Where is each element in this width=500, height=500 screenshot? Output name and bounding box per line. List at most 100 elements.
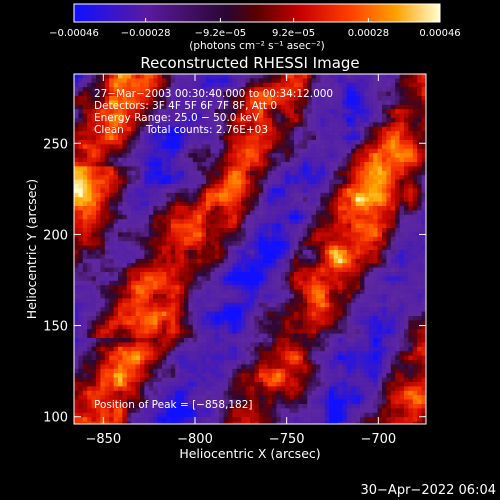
heatmap-cell: [188, 316, 194, 321]
heatmap-cell: [78, 307, 84, 312]
heatmap-cell: [351, 307, 356, 312]
heatmap-cell: [373, 184, 378, 189]
heatmap-cell: [153, 316, 158, 321]
heatmap-cell: [276, 104, 282, 110]
heatmap-cell: [214, 157, 220, 163]
heatmap-cell: [382, 267, 387, 273]
heatmap-cell: [382, 316, 387, 321]
heatmap-cell: [228, 157, 233, 163]
heatmap-cell: [184, 157, 189, 163]
heatmap-cell: [285, 78, 290, 84]
heatmap-cell: [351, 113, 356, 119]
heatmap-cell: [320, 179, 326, 185]
heatmap-cell: [263, 236, 268, 242]
heatmap-cell: [175, 223, 180, 229]
heatmap-cell: [329, 140, 334, 145]
heatmap-cell: [109, 188, 114, 194]
heatmap-cell: [140, 113, 145, 119]
heatmap-cell: [162, 78, 167, 84]
heatmap-cell: [311, 232, 317, 238]
heatmap-cell: [355, 276, 361, 282]
heatmap-cell: [219, 113, 224, 119]
heatmap-cell: [307, 157, 312, 163]
heatmap-cell: [179, 272, 185, 277]
heatmap-cell: [87, 91, 92, 97]
heatmap-cell: [210, 118, 216, 123]
heatmap-cell: [311, 157, 317, 163]
heatmap-cell: [135, 294, 141, 299]
heatmap-cell: [373, 338, 378, 343]
heatmap-cell: [144, 144, 150, 150]
heatmap-cell: [289, 302, 295, 308]
heatmap-cell: [122, 148, 128, 154]
heatmap-cell: [197, 329, 202, 334]
heatmap-cell: [368, 153, 374, 158]
heatmap-cell: [166, 126, 172, 132]
heatmap-cell: [386, 228, 392, 233]
heatmap-cell: [131, 131, 136, 136]
heatmap-cell: [87, 153, 92, 158]
heatmap-cell: [329, 109, 334, 114]
heatmap-cell: [153, 320, 158, 326]
heatmap-cell: [267, 126, 273, 132]
heatmap-cell: [346, 298, 352, 304]
heatmap-cell: [294, 241, 299, 246]
heatmap-cell: [104, 162, 110, 167]
heatmap-cell: [360, 197, 365, 202]
heatmap-cell: [78, 280, 84, 286]
heatmap-cell: [421, 157, 426, 163]
heatmap-cell: [197, 188, 202, 194]
heatmap-cell: [258, 241, 264, 246]
heatmap-cell: [122, 272, 128, 277]
heatmap-cell: [324, 140, 330, 145]
heatmap-cell: [245, 258, 251, 264]
heatmap-cell: [280, 201, 286, 207]
heatmap-cell: [382, 104, 387, 110]
heatmap-cell: [421, 263, 426, 268]
heatmap-cell: [166, 179, 172, 185]
heatmap-cell: [399, 219, 405, 224]
heatmap-cell: [342, 228, 348, 233]
heatmap-cell: [390, 74, 396, 79]
heatmap-cell: [74, 302, 79, 308]
heatmap-cell: [206, 91, 211, 97]
heatmap-cell: [276, 333, 282, 339]
heatmap-cell: [386, 144, 392, 150]
heatmap-cell: [263, 280, 268, 286]
heatmap-cell: [219, 144, 224, 150]
heatmap-cell: [241, 258, 246, 264]
heatmap-cell: [206, 311, 211, 317]
heatmap-cell: [197, 100, 202, 106]
heatmap-cell: [355, 316, 361, 321]
heatmap-cell: [184, 263, 189, 268]
heatmap-cell: [320, 144, 326, 150]
heatmap-cell: [412, 324, 418, 330]
heatmap-cell: [408, 148, 414, 154]
heatmap-cell: [175, 219, 180, 224]
heatmap-cell: [250, 91, 255, 97]
heatmap-cell: [206, 96, 211, 101]
heatmap-cell: [153, 294, 158, 299]
heatmap-cell: [355, 188, 361, 194]
heatmap-cell: [228, 272, 233, 277]
heatmap-cell: [175, 250, 180, 255]
heatmap-cell: [78, 100, 84, 106]
heatmap-cell: [162, 109, 167, 114]
heatmap-cell: [232, 74, 238, 79]
heatmap-cell: [395, 307, 400, 312]
heatmap-cell: [197, 267, 202, 273]
heatmap-cell: [364, 289, 370, 295]
heatmap-cell: [232, 294, 238, 299]
heatmap-cell: [236, 184, 242, 189]
heatmap-cell: [346, 232, 352, 238]
heatmap-cell: [214, 272, 220, 277]
heatmap-cell: [377, 162, 383, 167]
heatmap-cell: [390, 324, 396, 330]
heatmap-cell: [179, 258, 185, 264]
heatmap-cell: [245, 250, 251, 255]
heatmap-cell: [258, 100, 264, 106]
heatmap-cell: [285, 166, 290, 172]
heatmap-cell: [192, 87, 198, 92]
heatmap-cell: [157, 188, 163, 194]
heatmap-cell: [74, 104, 79, 110]
